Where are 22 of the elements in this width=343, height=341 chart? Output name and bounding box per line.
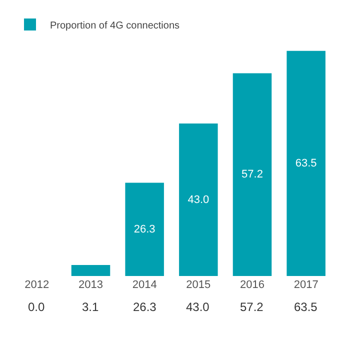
bar bbox=[179, 124, 218, 276]
data-label: 57.2 bbox=[240, 300, 264, 314]
bar bbox=[286, 50, 326, 276]
x-tick-label: 2013 bbox=[78, 279, 103, 291]
x-tick-label: 2015 bbox=[186, 279, 211, 291]
x-tick-label: 2017 bbox=[294, 279, 318, 291]
data-label: 0.0 bbox=[28, 300, 46, 314]
x-tick-label: 2012 bbox=[24, 279, 50, 291]
x-tick-label: 2016 bbox=[240, 279, 264, 291]
data-label: 43.0 bbox=[186, 300, 210, 314]
bar bbox=[232, 73, 272, 276]
text: 57.2 bbox=[242, 168, 263, 181]
x-tick-label: 2014 bbox=[132, 279, 157, 291]
legend-label: Proportion of 4G connections bbox=[50, 20, 180, 32]
data-label: 3.1 bbox=[82, 300, 100, 314]
data-label: 26.3 bbox=[133, 300, 157, 314]
data-label: 63.5 bbox=[294, 300, 318, 314]
text: 26.3 bbox=[134, 223, 156, 236]
text: 63.5 bbox=[295, 157, 317, 170]
text: 43.0 bbox=[188, 194, 210, 206]
bar bbox=[125, 182, 164, 276]
bar bbox=[71, 265, 110, 276]
